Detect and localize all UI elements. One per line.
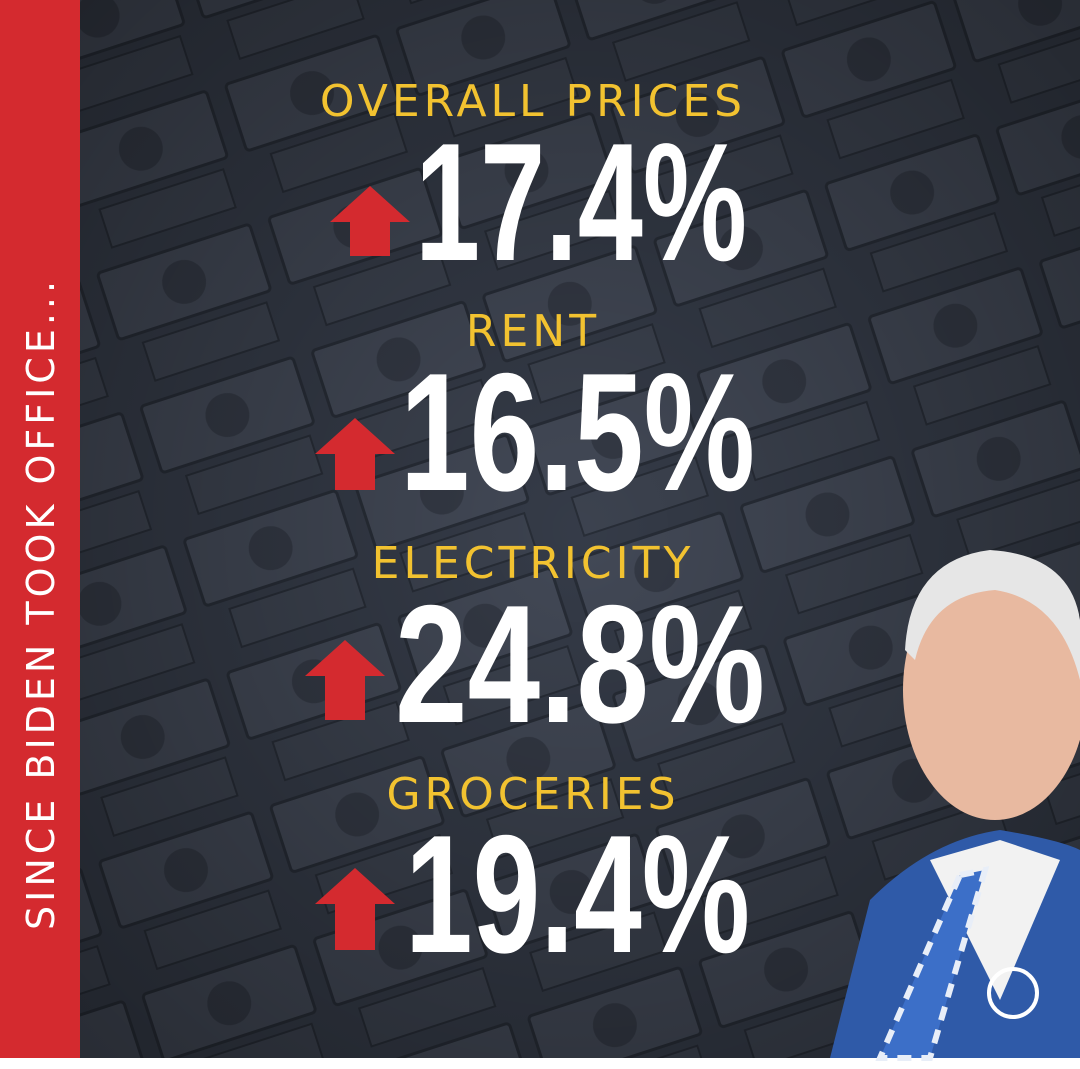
stat-label: RENT — [466, 306, 600, 357]
stat-0: OVERALL PRICES 17.4% — [320, 76, 747, 296]
stat-label: ELECTRICITY — [372, 538, 695, 589]
stat-value: 16.5% — [400, 338, 755, 526]
person-photo — [830, 550, 1080, 1061]
up-arrow — [315, 418, 395, 490]
up-arrow — [305, 640, 385, 720]
stat-1: RENT 16.5% — [315, 306, 755, 526]
stat-value: 19.4% — [405, 800, 750, 988]
stat-label: OVERALL PRICES — [320, 76, 746, 127]
stat-value: 24.8% — [395, 570, 765, 758]
sidebar-text: SINCE BIDEN TOOK OFFICE... — [19, 277, 63, 930]
up-arrow — [330, 186, 410, 256]
sidebar — [0, 0, 80, 1058]
stat-value: 17.4% — [415, 108, 747, 296]
up-arrow — [315, 868, 395, 950]
stat-3: GROCERIES 19.4% — [315, 769, 750, 988]
stat-2: ELECTRICITY 24.8% — [305, 538, 765, 758]
stat-label: GROCERIES — [386, 769, 679, 820]
